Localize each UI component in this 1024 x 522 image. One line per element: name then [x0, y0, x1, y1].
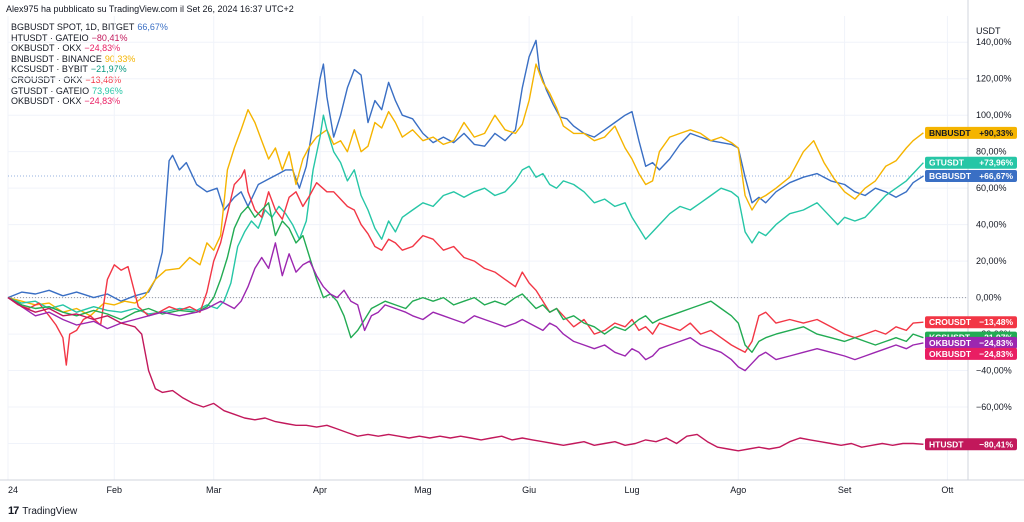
legend-value: −13,48% [85, 74, 122, 85]
y-tick-label: −60,00% [976, 402, 1012, 412]
price-badge-gtusdt: GTUSDT +73,96% [925, 156, 1017, 169]
legend-label: OKBUSDT · OKX [11, 96, 82, 107]
legend-value: −80,41% [91, 32, 128, 43]
series-line-gtusdt [7, 114, 924, 315]
price-badge-okbusdt: OKBUSDT −24,83% [925, 336, 1017, 349]
legend-value: 90,33% [104, 53, 136, 64]
badge-name: HTUSDT [929, 439, 964, 449]
x-tick-label: Apr [313, 485, 327, 495]
x-tick-label: Giu [522, 485, 536, 495]
legend-value: 73,96% [92, 85, 123, 96]
legend-item[interactable]: GTUSDT · GATEIO 73,96% [11, 86, 168, 97]
x-tick-label: 24 [8, 485, 18, 495]
y-tick-label: 60,00% [976, 183, 1007, 193]
x-tick-label: Mar [206, 485, 222, 495]
legend-label: BGBUSDT SPOT, 1D, BITGET [11, 22, 135, 32]
x-tick-label: Ago [730, 485, 746, 495]
badge-bg [925, 126, 1017, 139]
brand-name[interactable]: TradingView [22, 505, 78, 517]
series-line-htusdt [7, 297, 924, 452]
badge-bg [925, 156, 1017, 169]
x-tick-label: Mag [414, 485, 432, 495]
legend-value: 66,67% [137, 22, 168, 32]
badge-name: OKBUSDT [929, 349, 972, 359]
axis-unit-label: USDT [976, 26, 1001, 36]
legend-item[interactable]: BNBUSDT · BINANCE 90,33% [11, 54, 168, 65]
legend-item[interactable]: OKBUSDT · OKX −24,83% [11, 96, 168, 107]
y-tick-label: 120,00% [976, 74, 1012, 84]
badge-name: OKBUSDT [929, 338, 972, 348]
y-tick-label: 140,00% [976, 37, 1012, 47]
legend-label: CROUSDT · OKX [11, 74, 83, 85]
y-tick-label: 0,00% [976, 293, 1002, 303]
badge-bg [925, 169, 1017, 182]
legend-label: KCSUSDT · BYBIT [11, 64, 88, 75]
y-tick-label: 100,00% [976, 110, 1012, 120]
legend-item[interactable]: KCSUSDT · BYBIT −21,97% [11, 64, 168, 75]
legend-value: −21,97% [90, 64, 127, 75]
badge-value: −80,41% [979, 439, 1013, 449]
badge-name: BGBUSDT [929, 171, 972, 181]
badge-bg [925, 336, 1017, 349]
legend-label: GTUSDT · GATEIO [11, 85, 90, 96]
legend: BGBUSDT SPOT, 1D, BITGET 66,67% HTUSDT · G… [11, 22, 168, 107]
badge-value: +66,67% [979, 171, 1013, 181]
legend-item[interactable]: CROUSDT · OKX −13,48% [11, 75, 168, 86]
series-line-bnbusdt [7, 63, 924, 317]
price-badge-crousdt: CROUSDT −13,48% [925, 316, 1017, 329]
badge-name: GTUSDT [929, 158, 965, 168]
x-tick-label: Ott [941, 485, 954, 495]
y-tick-label: 40,00% [976, 220, 1007, 230]
series-line-crousdt [7, 169, 924, 366]
y-tick-label: −40,00% [976, 366, 1012, 376]
legend-item[interactable]: BGBUSDT SPOT, 1D, BITGET 66,67% [11, 22, 168, 33]
tradingview-logo-icon: 17 [8, 505, 19, 517]
chart-header: Alex975 ha pubblicato su TradingView.com… [6, 4, 294, 14]
series-line-okbusdt [7, 242, 924, 372]
legend-value: −24,83% [84, 96, 121, 107]
footer: 17 TradingView [8, 505, 77, 517]
badge-bg [925, 347, 1017, 360]
x-tick-label: Set [838, 485, 852, 495]
series-line-kcsusdt [7, 202, 924, 353]
badge-value: −13,48% [979, 317, 1013, 327]
y-tick-label: 80,00% [976, 147, 1007, 157]
badge-value: +90,33% [979, 128, 1013, 138]
badge-value: −24,83% [979, 338, 1013, 348]
legend-label: BNBUSDT · BINANCE [11, 53, 102, 64]
x-tick-label: Lug [624, 485, 639, 495]
legend-label: OKBUSDT · OKX [11, 43, 82, 54]
price-badge-bgbusdt: BGBUSDT +66,67% [925, 169, 1017, 182]
legend-item[interactable]: OKBUSDT · OKX −24,83% [11, 43, 168, 54]
badge-name: CROUSDT [929, 317, 972, 327]
series-line-bgbusdt [7, 39, 924, 302]
price-badge-okbusdt-pink: OKBUSDT −24,83% [925, 347, 1017, 360]
price-badge-bnbusdt: BNBUSDT +90,33% [925, 126, 1017, 139]
badge-bg [925, 438, 1017, 451]
badge-value: +73,96% [979, 158, 1013, 168]
x-tick-label: Feb [107, 485, 123, 495]
price-badge-htusdt: HTUSDT −80,41% [925, 438, 1017, 451]
legend-item[interactable]: HTUSDT · GATEIO −80,41% [11, 33, 168, 44]
y-tick-label: 20,00% [976, 256, 1007, 266]
badge-name: BNBUSDT [929, 128, 971, 138]
legend-label: HTUSDT · GATEIO [11, 32, 89, 43]
badge-bg [925, 316, 1017, 329]
badge-value: −24,83% [979, 349, 1013, 359]
legend-value: −24,83% [84, 43, 121, 54]
